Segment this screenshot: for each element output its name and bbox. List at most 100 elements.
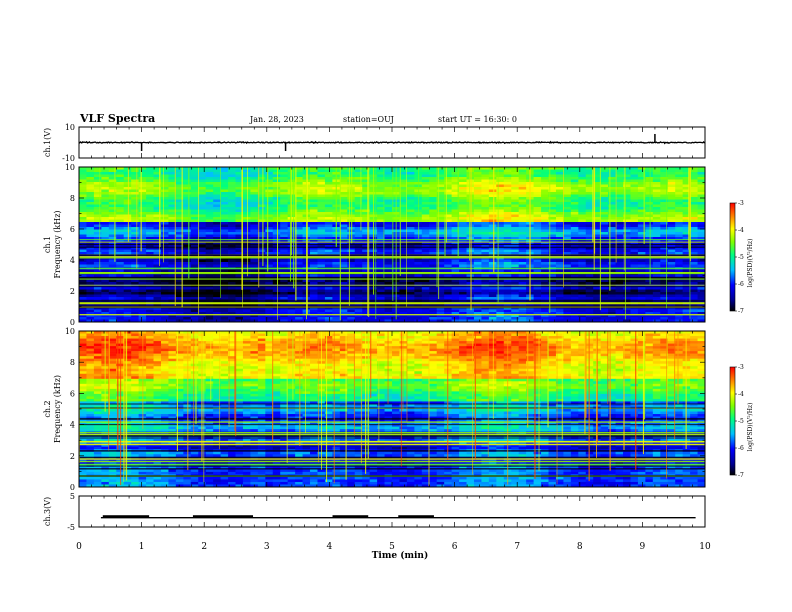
spectrogram-cell bbox=[488, 264, 497, 268]
spectrogram-cell bbox=[116, 179, 125, 183]
spectrogram-cell bbox=[79, 279, 87, 283]
spectrogram-cell bbox=[511, 209, 520, 213]
spectrogram-cell bbox=[451, 182, 460, 185]
spectrogram-cell bbox=[310, 174, 318, 178]
spectrogram-cell bbox=[175, 282, 184, 285]
spectrogram-cell bbox=[548, 224, 557, 228]
spectrogram-cell bbox=[615, 174, 624, 178]
spectrogram-cell bbox=[570, 284, 579, 288]
spectrogram-cell bbox=[339, 192, 348, 195]
spectrogram-cell bbox=[339, 214, 348, 218]
spectrogram-cell bbox=[533, 282, 542, 285]
spectrogram-cell bbox=[108, 207, 117, 210]
spectrogram-cell bbox=[608, 254, 616, 258]
spectrogram-cell bbox=[377, 244, 385, 248]
spectrogram-cell bbox=[146, 192, 154, 195]
spectrogram-cell bbox=[459, 202, 467, 205]
spectrogram-cell bbox=[295, 249, 303, 253]
spectrogram-cell bbox=[488, 247, 497, 250]
spectrogram-cell bbox=[242, 199, 251, 203]
spectrogram-cell bbox=[257, 194, 266, 198]
spectrogram-cell bbox=[123, 169, 132, 173]
spectrogram-cell bbox=[585, 222, 594, 225]
spectrogram-cell bbox=[175, 254, 184, 258]
spectrogram-cell bbox=[265, 252, 274, 255]
spectrogram-cell bbox=[436, 279, 445, 283]
spectrogram-cell bbox=[310, 234, 318, 238]
spectrogram-cell bbox=[518, 202, 527, 205]
spectrogram-cell bbox=[280, 212, 289, 215]
spectrogram-cell bbox=[481, 214, 490, 218]
spectrogram-cell bbox=[541, 254, 549, 258]
spectrogram-cell bbox=[608, 287, 616, 290]
spectrogram-cell bbox=[399, 294, 408, 298]
spectrogram-cell bbox=[235, 262, 244, 265]
spectrogram-cell bbox=[548, 204, 557, 208]
spectrogram-cell bbox=[637, 197, 646, 200]
spectrogram-cell bbox=[406, 174, 415, 178]
spectrogram-cell bbox=[101, 189, 110, 193]
spectrogram-cell bbox=[101, 262, 110, 265]
spectrogram-cell bbox=[533, 209, 542, 213]
spectrogram-cell bbox=[615, 179, 624, 183]
spectrogram-cell bbox=[123, 289, 132, 293]
spectrogram-cell bbox=[160, 184, 169, 188]
spectrogram-cell bbox=[190, 239, 199, 243]
spectrogram-cell bbox=[213, 254, 221, 258]
spectrogram-cell bbox=[153, 307, 162, 310]
spectrogram-cell bbox=[429, 202, 438, 205]
spectrogram-cell bbox=[615, 247, 624, 250]
spectrogram-cell bbox=[153, 239, 162, 243]
spectrogram-cell bbox=[377, 264, 385, 268]
spectrogram-cell bbox=[548, 182, 557, 185]
spectrogram-cell bbox=[645, 212, 654, 215]
spectrogram-cell bbox=[444, 184, 453, 188]
spectrogram-cell bbox=[228, 227, 236, 230]
spectrogram-cell bbox=[228, 252, 236, 255]
spectrogram-cell bbox=[690, 244, 698, 248]
spectrogram-cell bbox=[541, 219, 549, 223]
spectrogram-cell bbox=[146, 282, 154, 285]
spectrogram-cell bbox=[190, 284, 199, 288]
spectrogram-cell bbox=[436, 194, 445, 198]
spectrogram-cell bbox=[108, 307, 117, 310]
spectrogram-cell bbox=[406, 284, 415, 288]
spectrogram-cell bbox=[555, 294, 564, 298]
spectrogram-cell bbox=[93, 227, 102, 230]
spectrogram-cell bbox=[652, 307, 661, 310]
spectrogram-cell bbox=[332, 294, 341, 298]
spectrogram-cell bbox=[578, 187, 587, 190]
spectrogram-cell bbox=[86, 237, 95, 240]
spectrogram-cell bbox=[488, 284, 497, 288]
spectrogram-cell bbox=[123, 239, 132, 243]
spectrogram-cell bbox=[608, 259, 616, 263]
spectrogram-cell bbox=[667, 254, 676, 258]
spectrogram-cell bbox=[511, 207, 520, 210]
spectrogram-cell bbox=[578, 207, 587, 210]
spectrogram-cell bbox=[295, 222, 303, 225]
spectrogram-cell bbox=[578, 227, 587, 230]
spectrogram-cell bbox=[131, 174, 140, 178]
spectrogram-cell bbox=[242, 244, 251, 248]
spectrogram-cell bbox=[339, 289, 348, 293]
spectrogram-cell bbox=[183, 254, 192, 258]
spectrogram-cell bbox=[362, 202, 371, 205]
spectrogram-cell bbox=[242, 282, 251, 285]
spectrogram-cell bbox=[190, 182, 199, 185]
spectrogram-cell bbox=[585, 252, 594, 255]
spectrogram-cell bbox=[310, 184, 318, 188]
spectrogram-cell bbox=[116, 217, 125, 220]
spectrogram-cell bbox=[600, 279, 609, 283]
spectrogram-cell bbox=[459, 284, 467, 288]
spectrogram-cell bbox=[615, 187, 624, 190]
spectrogram-cell bbox=[623, 202, 631, 205]
spectrogram-cell bbox=[518, 172, 527, 175]
spectrogram-cell bbox=[444, 232, 453, 235]
spectrogram-cell bbox=[190, 237, 199, 240]
spectrogram-cell bbox=[168, 282, 177, 285]
spectrogram-cell bbox=[399, 214, 408, 218]
spectrogram-cell bbox=[660, 247, 669, 250]
spectrogram-cell bbox=[429, 177, 438, 180]
spectrogram-cell bbox=[339, 274, 348, 278]
spectrogram-cell bbox=[377, 284, 385, 288]
